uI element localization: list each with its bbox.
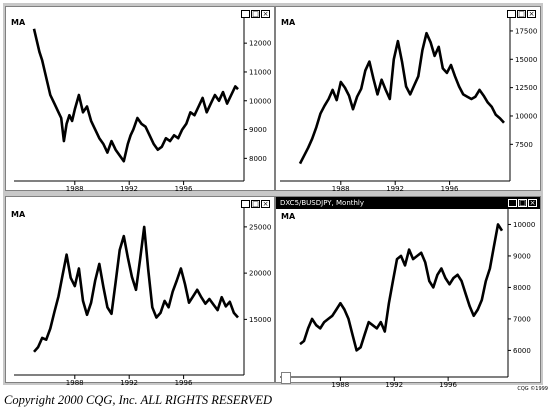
x-tick-label: 1992: [120, 379, 138, 387]
price-chart-3: 15000 20000 25000 1988 1992 1996: [14, 207, 271, 387]
restore-button[interactable]: □: [251, 200, 260, 208]
restore-button[interactable]: □: [517, 10, 526, 18]
y-tick-label: 12500: [515, 84, 537, 92]
window-controls: _ □ ×: [506, 10, 536, 18]
indicator-label: MA: [281, 212, 296, 221]
close-button[interactable]: ×: [261, 10, 270, 18]
window-controls: _ □ ×: [240, 10, 270, 18]
x-tick-label: 1992: [386, 185, 404, 193]
y-tick-label: 12000: [249, 40, 271, 48]
y-tick-label: 15000: [515, 56, 537, 64]
y-tick-label: 8000: [513, 284, 531, 292]
price-series-line: [299, 223, 504, 352]
window-controls: _ □ ×: [507, 199, 537, 207]
price-chart-2: 7500 10000 12500 15000 17500 1988 1992 1996: [280, 17, 537, 193]
y-tick-label: 25000: [249, 223, 271, 231]
x-tick-label: 1988: [332, 185, 350, 193]
y-tick-label: 7500: [515, 141, 533, 149]
close-button[interactable]: ×: [261, 200, 270, 208]
chart-window-4[interactable]: DXC5/BUSDJPY, Monthly _ □ × MA 6000 7000 8…: [275, 196, 541, 389]
price-series-line: [33, 225, 239, 353]
x-tick-label: 1992: [385, 381, 403, 389]
y-tick-label: 9000: [249, 126, 267, 134]
chart-window-1[interactable]: _ □ × MA 8000 9000 10000 11000 12000 1988 1992…: [5, 6, 275, 193]
price-series-line: [32, 28, 239, 163]
x-tick-label: 1996: [175, 185, 193, 193]
window-title: DXC5/BUSDJPY, Monthly: [280, 199, 365, 207]
y-tick-label: 11000: [249, 68, 271, 76]
window-controls: _ □ ×: [240, 200, 270, 208]
x-tick-label: 1988: [331, 381, 349, 389]
minimize-button[interactable]: _: [508, 199, 517, 207]
window-titlebar[interactable]: DXC5/BUSDJPY, Monthly _ □ ×: [276, 197, 540, 209]
y-tick-label: 10000: [249, 97, 271, 105]
x-tick-label: 1996: [441, 185, 459, 193]
status-indicator[interactable]: [281, 372, 291, 384]
price-chart-1: 8000 9000 10000 11000 12000 1988 1992 1996: [14, 17, 271, 193]
chart-window-2[interactable]: _ □ × MA 7500 10000 12500 15000 17500 1988 199…: [275, 6, 541, 193]
x-tick-label: 1988: [66, 185, 84, 193]
minimize-button[interactable]: _: [241, 200, 250, 208]
y-tick-label: 10000: [515, 112, 537, 120]
copyright-notice: Copyright 2000 CQG, Inc. ALL RIGHTS RESE…: [4, 393, 273, 407]
x-tick-label: 1996: [439, 381, 457, 389]
x-tick-label: 1992: [120, 185, 138, 193]
y-tick-label: 6000: [513, 347, 531, 355]
price-chart-4: 6000 7000 8000 9000 10000 1988 1992 1996: [280, 209, 535, 389]
x-tick-label: 1988: [66, 379, 84, 387]
indicator-label: MA: [281, 18, 296, 27]
y-tick-label: 10000: [513, 221, 535, 229]
minimize-button[interactable]: _: [241, 10, 250, 18]
y-tick-label: 20000: [249, 270, 271, 278]
close-button[interactable]: ×: [527, 10, 536, 18]
x-tick-label: 1996: [175, 379, 193, 387]
credit-text: CQG ©1999: [517, 386, 548, 392]
y-tick-label: 7000: [513, 315, 531, 323]
y-tick-label: 9000: [513, 252, 531, 260]
indicator-label: MA: [11, 18, 26, 27]
application-desktop: _ □ × MA 8000 9000 10000 11000 12000 1988 1992…: [3, 3, 543, 389]
close-button[interactable]: ×: [528, 199, 537, 207]
indicator-label: MA: [11, 210, 26, 219]
price-series-line: [298, 31, 505, 165]
minimize-button[interactable]: _: [507, 10, 516, 18]
chart-window-3[interactable]: _ □ × MA 15000 20000 25000 1988 1992 1996: [5, 196, 275, 387]
y-tick-label: 17500: [515, 27, 537, 35]
restore-button[interactable]: □: [251, 10, 260, 18]
y-tick-label: 8000: [249, 155, 267, 163]
restore-button[interactable]: □: [518, 199, 527, 207]
y-tick-label: 15000: [249, 316, 271, 324]
